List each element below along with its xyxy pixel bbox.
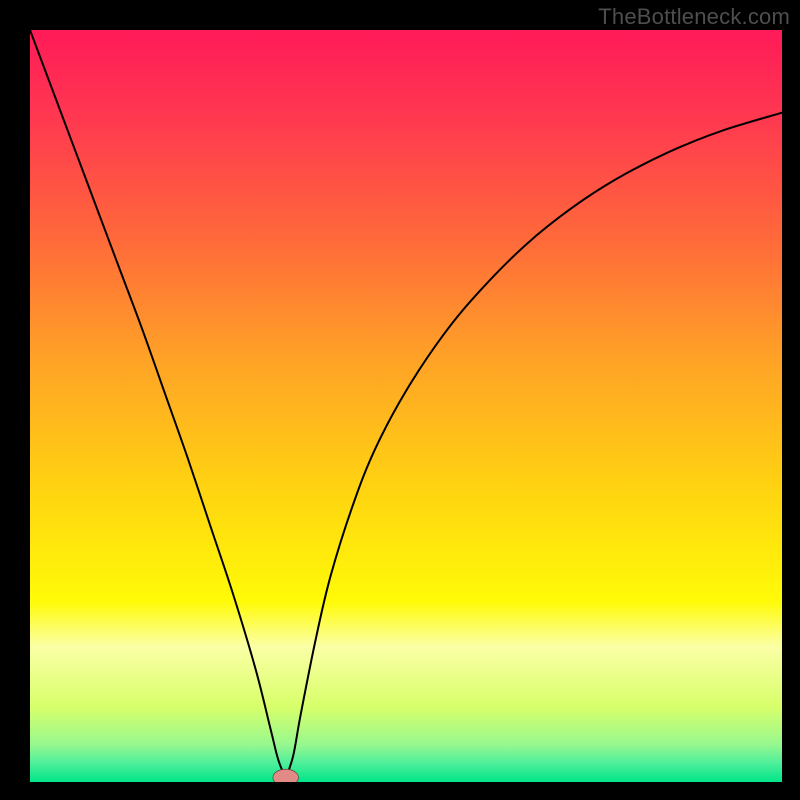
bottleneck-curve-chart [30,30,782,782]
gradient-background [30,30,782,782]
chart-frame: TheBottleneck.com [0,0,800,800]
plot-area [30,30,782,782]
watermark-text: TheBottleneck.com [598,4,790,30]
